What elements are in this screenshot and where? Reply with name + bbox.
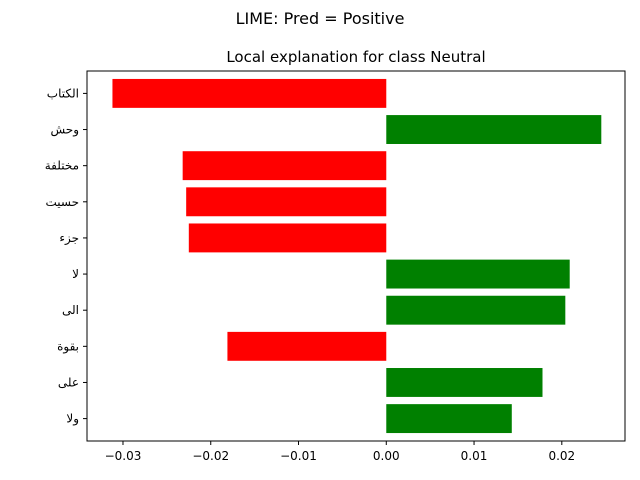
x-tick-label: −0.03: [105, 449, 142, 463]
figure-suptitle: LIME: Pred = Positive: [236, 9, 405, 28]
bar-2: [182, 151, 387, 181]
y-tick-label: جزء: [59, 231, 79, 246]
bar-6: [386, 295, 566, 325]
bar-7: [227, 331, 387, 361]
y-tick-label: مختلفة: [45, 159, 79, 173]
bar-0: [112, 78, 387, 108]
x-tick-label: −0.01: [280, 449, 317, 463]
y-tick-label: بقوة: [57, 339, 79, 354]
bar-4: [188, 223, 387, 253]
bar-3: [186, 187, 387, 217]
bar-9: [386, 404, 512, 434]
x-tick-label: −0.02: [192, 449, 229, 463]
x-tick-label: 0.01: [461, 449, 488, 463]
x-axis-ticks: −0.03 −0.02 −0.01 0.00 0.01 0.02: [105, 441, 575, 463]
y-tick-label: حسيت: [45, 195, 79, 209]
y-axis-ticks: الكتاب وحش مختلفة حسيت جزء لا الى بقوة على ولا: [45, 86, 87, 427]
x-tick-label: 0.00: [373, 449, 400, 463]
y-tick-label: وحش: [50, 123, 79, 138]
chart-title: Local explanation for class Neutral: [226, 48, 485, 66]
bar-8: [386, 368, 543, 397]
y-tick-label: لا: [72, 267, 79, 281]
bar-5: [386, 259, 570, 289]
plot-frame: [86, 70, 626, 442]
y-tick-label: على: [58, 375, 79, 389]
y-tick-label: الى: [62, 303, 79, 317]
y-tick-label: الكتاب: [47, 86, 79, 100]
y-tick-label: ولا: [66, 412, 79, 427]
bar-1: [386, 115, 602, 144]
bars-group: [112, 78, 602, 434]
x-tick-label: 0.02: [548, 449, 575, 463]
